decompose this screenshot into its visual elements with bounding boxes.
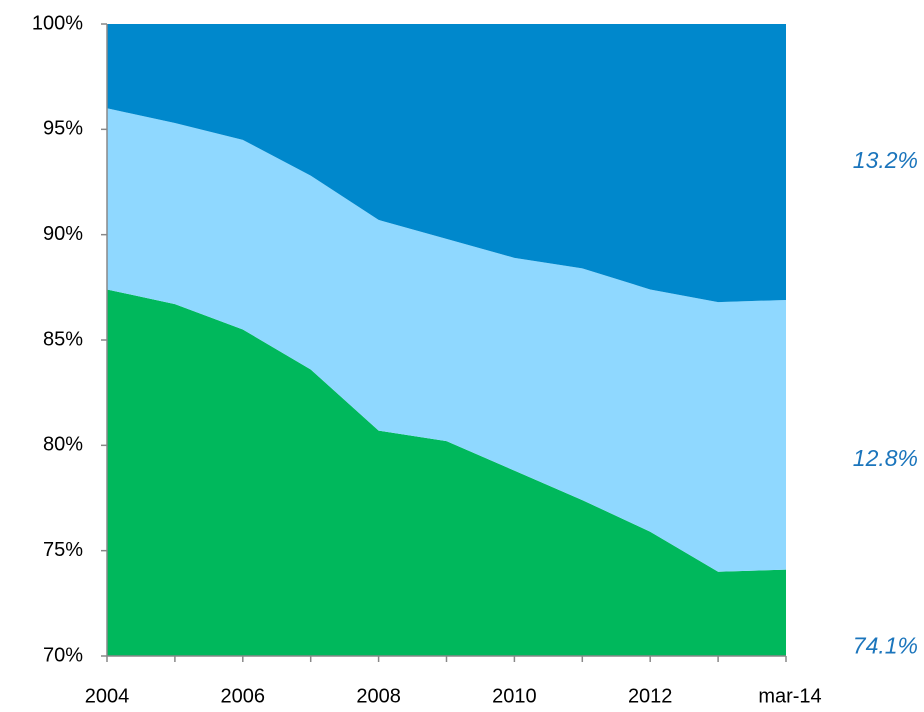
- x-tick-label: 2004: [85, 685, 130, 707]
- area: [107, 108, 786, 572]
- x-tick-label: 2006: [221, 685, 266, 707]
- end-label: 13.2%: [853, 147, 918, 173]
- y-tick-label: 70%: [43, 644, 83, 666]
- y-tick-label: 80%: [43, 434, 83, 456]
- y-tick-label: 90%: [43, 223, 83, 245]
- y-tick-label: 100%: [32, 12, 83, 34]
- plot-area: [107, 24, 786, 656]
- end-label: 12.8%: [853, 445, 918, 471]
- x-tick-label: 2008: [356, 685, 401, 707]
- end-label: 74.1%: [853, 632, 918, 658]
- area: [107, 24, 786, 303]
- x-tick-label: mar-14: [758, 685, 821, 707]
- x-tick-label: 2012: [628, 685, 673, 707]
- x-tick-label: 2010: [492, 685, 537, 707]
- y-tick-label: 85%: [43, 328, 83, 350]
- y-tick-label: 75%: [43, 539, 83, 561]
- y-tick-label: 95%: [43, 118, 83, 140]
- area: [107, 289, 786, 656]
